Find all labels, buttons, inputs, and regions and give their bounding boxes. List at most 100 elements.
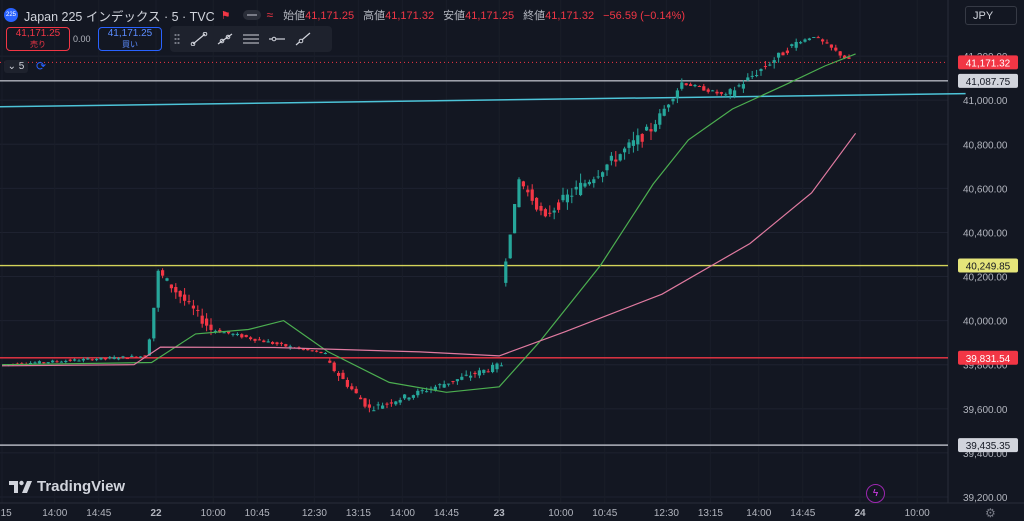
candle-body — [640, 134, 644, 142]
line-price-label-bg — [958, 350, 1018, 365]
x-tick-label: 3:15 — [0, 508, 12, 519]
spread-value: 0.00 — [73, 34, 91, 44]
candle-body — [504, 261, 508, 283]
candle-body — [323, 353, 327, 355]
candle-body — [235, 333, 239, 336]
candle-body — [671, 99, 675, 102]
candle-body — [521, 181, 525, 187]
candle-body — [147, 339, 151, 356]
chart-header: 225 Japan 225 インデックス · 5 · TVC ⚑ ≈ 始値41,… — [4, 6, 691, 24]
bolt-icon[interactable]: ϟ — [866, 484, 885, 503]
candle-body — [680, 82, 684, 89]
candle-body — [583, 183, 587, 187]
candle-body — [675, 90, 679, 99]
candle-body — [662, 108, 666, 116]
buy-button[interactable]: 41,171.25 買い — [98, 27, 162, 51]
candle-body — [530, 189, 534, 201]
x-tick-label: 10:00 — [548, 508, 573, 519]
candle-body — [517, 179, 521, 208]
candle-body — [156, 270, 160, 308]
link-icon[interactable]: ⟳ — [36, 59, 47, 73]
x-tick-label: 12:30 — [302, 508, 327, 519]
candle-body — [579, 182, 583, 196]
candle-body — [178, 290, 182, 297]
trend-line-tool-icon[interactable] — [186, 28, 212, 50]
candle-body — [341, 372, 345, 379]
candle-body — [64, 360, 68, 363]
candle-body — [95, 359, 99, 361]
candle-body — [539, 205, 543, 211]
y-tick-label: 40,400.00 — [963, 228, 1008, 239]
x-tick-label: 13:15 — [698, 508, 723, 519]
flag-icon[interactable]: ⚑ — [220, 9, 231, 22]
candle-body — [381, 405, 385, 409]
candle-body — [772, 60, 776, 63]
candle-body — [658, 113, 662, 125]
candle-body — [29, 362, 33, 365]
candle-body — [86, 358, 90, 360]
candle-body — [372, 410, 376, 412]
candle-body — [196, 309, 200, 311]
candle-body — [319, 351, 323, 354]
candle-body — [843, 55, 847, 59]
interval-toggle[interactable]: ⌄ 5 — [4, 59, 28, 73]
drag-handle-icon[interactable] — [174, 33, 180, 45]
candle-body — [601, 172, 605, 177]
candle-body — [279, 342, 283, 344]
ray-tool-icon[interactable] — [212, 28, 238, 50]
brand-text: TradingView — [37, 478, 126, 495]
equals-icon[interactable]: ≈ — [266, 8, 274, 22]
candle-body — [455, 379, 459, 382]
symbol-title[interactable]: Japan 225 インデックス · 5 · TVC — [24, 9, 215, 24]
buy-label: 買い — [122, 40, 138, 49]
candle-body — [55, 361, 59, 363]
candle-body — [266, 341, 270, 343]
candle-body — [310, 350, 314, 352]
candle-body — [68, 359, 72, 361]
candle-body — [51, 360, 55, 363]
candle-body — [495, 363, 499, 370]
candle-body — [411, 395, 415, 398]
currency-select[interactable]: JPY — [965, 6, 1017, 25]
interval-value: 5 — [18, 60, 25, 72]
candle-body — [337, 372, 341, 376]
settings-gear-icon[interactable]: ⚙ — [985, 506, 996, 520]
candle-body — [363, 398, 367, 407]
candle-body — [121, 356, 125, 358]
candle-body — [33, 362, 37, 364]
candle-body — [183, 294, 187, 301]
fib-tool-icon[interactable] — [238, 28, 264, 50]
candle-body — [477, 370, 481, 376]
y-tick-label: 40,800.00 — [963, 140, 1008, 151]
x-tick-label: 24 — [854, 508, 866, 519]
candle-body — [816, 37, 820, 39]
extended-line-tool-icon[interactable] — [290, 28, 316, 50]
candle-body — [834, 47, 838, 51]
candle-body — [460, 376, 464, 380]
candle-body — [609, 155, 613, 161]
sell-button[interactable]: 41,171.25 売り — [6, 27, 70, 51]
candle-body — [222, 332, 226, 334]
collapse-icon[interactable] — [242, 10, 261, 20]
candle-body — [697, 85, 701, 87]
x-tick-label: 14:00 — [746, 508, 771, 519]
currency-value: JPY — [973, 9, 994, 22]
candle-body — [218, 329, 222, 333]
candle-body — [376, 404, 380, 406]
candle-body — [759, 69, 763, 72]
candle-body — [262, 340, 266, 343]
x-tick-label: 22 — [150, 508, 162, 519]
candle-body — [284, 344, 288, 347]
candle-body — [359, 397, 363, 400]
horizontal-line-tool-icon[interactable] — [264, 28, 290, 50]
candle-body — [108, 357, 112, 359]
candle-body — [829, 44, 833, 48]
current-price-label: 41,171.32 — [966, 58, 1011, 69]
y-tick-label: 40,600.00 — [963, 184, 1008, 195]
x-tick-label: 13:15 — [346, 508, 371, 519]
candle-body — [257, 339, 261, 341]
candle-body — [130, 355, 134, 357]
candle-body — [693, 84, 697, 87]
candle-body — [288, 346, 292, 348]
